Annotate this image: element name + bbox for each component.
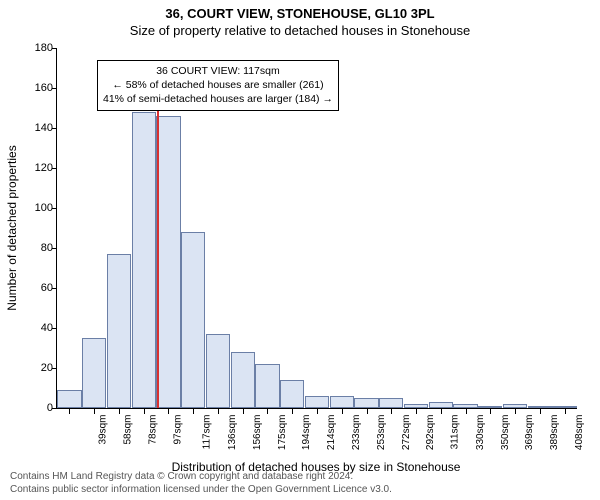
- x-tick-label: 330sqm: [475, 415, 486, 451]
- y-tick-label: 80: [23, 242, 53, 254]
- x-tick-label: 272sqm: [401, 415, 412, 451]
- y-tick-mark: [52, 408, 57, 409]
- annotation-box: 36 COURT VIEW: 117sqm← 58% of detached h…: [97, 60, 339, 111]
- plot-region: 02040608010012014016018039sqm58sqm78sqm9…: [56, 48, 577, 409]
- histogram-bar: [255, 364, 279, 408]
- y-tick-label: 140: [23, 122, 53, 134]
- y-tick-mark: [52, 88, 57, 89]
- x-tick-mark: [144, 409, 145, 414]
- footer-line2: Contains public sector information licen…: [10, 483, 392, 496]
- x-tick-mark: [416, 409, 417, 414]
- x-tick-mark: [119, 409, 120, 414]
- histogram-bar: [528, 406, 552, 408]
- x-tick-mark: [441, 409, 442, 414]
- x-tick-label: 156sqm: [252, 415, 263, 451]
- x-tick-label: 39sqm: [98, 415, 109, 445]
- x-tick-mark: [391, 409, 392, 414]
- y-tick-label: 100: [23, 202, 53, 214]
- x-tick-mark: [168, 409, 169, 414]
- annotation-line: 36 COURT VIEW: 117sqm: [103, 64, 333, 78]
- x-tick-label: 214sqm: [326, 415, 337, 451]
- histogram-bar: [206, 334, 230, 408]
- histogram-bar: [453, 404, 477, 408]
- x-tick-label: 408sqm: [574, 415, 585, 451]
- histogram-bar: [503, 404, 527, 408]
- histogram-bar: [156, 116, 180, 408]
- x-tick-label: 292sqm: [425, 415, 436, 451]
- histogram-bar: [404, 404, 428, 408]
- x-tick-mark: [94, 409, 95, 414]
- y-tick-label: 160: [23, 82, 53, 94]
- chart-area: 02040608010012014016018039sqm58sqm78sqm9…: [56, 48, 576, 408]
- histogram-bar: [478, 406, 502, 408]
- y-tick-label: 120: [23, 162, 53, 174]
- y-tick-mark: [52, 248, 57, 249]
- x-tick-label: 58sqm: [123, 415, 134, 445]
- x-tick-mark: [218, 409, 219, 414]
- annotation-line: ← 58% of detached houses are smaller (26…: [103, 78, 333, 92]
- x-tick-mark: [292, 409, 293, 414]
- histogram-bar: [429, 402, 453, 408]
- x-tick-label: 136sqm: [227, 415, 238, 451]
- x-tick-label: 233sqm: [351, 415, 362, 451]
- x-tick-mark: [342, 409, 343, 414]
- chart-title-address: 36, COURT VIEW, STONEHOUSE, GL10 3PL: [0, 0, 600, 21]
- histogram-bar: [82, 338, 106, 408]
- x-tick-mark: [565, 409, 566, 414]
- x-tick-label: 311sqm: [449, 415, 460, 450]
- footer-line1: Contains HM Land Registry data © Crown c…: [10, 470, 392, 483]
- annotation-line: 41% of semi-detached houses are larger (…: [103, 92, 333, 106]
- x-tick-label: 389sqm: [549, 415, 560, 451]
- y-tick-mark: [52, 368, 57, 369]
- y-tick-mark: [52, 48, 57, 49]
- chart-title-sub: Size of property relative to detached ho…: [0, 21, 600, 42]
- x-tick-mark: [367, 409, 368, 414]
- histogram-bar: [305, 396, 329, 408]
- histogram-bar: [280, 380, 304, 408]
- x-tick-label: 369sqm: [524, 415, 535, 451]
- y-tick-mark: [52, 128, 57, 129]
- y-tick-mark: [52, 208, 57, 209]
- y-tick-label: 40: [23, 322, 53, 334]
- histogram-bar: [57, 390, 81, 408]
- x-tick-mark: [466, 409, 467, 414]
- x-tick-label: 253sqm: [376, 415, 387, 451]
- property-marker-line: [157, 98, 159, 408]
- histogram-bar: [330, 396, 354, 408]
- x-tick-label: 350sqm: [500, 415, 511, 451]
- y-tick-label: 60: [23, 282, 53, 294]
- histogram-bar: [354, 398, 378, 408]
- x-tick-mark: [69, 409, 70, 414]
- histogram-bar: [552, 406, 576, 408]
- x-tick-label: 175sqm: [277, 415, 288, 451]
- x-tick-mark: [490, 409, 491, 414]
- y-tick-mark: [52, 328, 57, 329]
- y-tick-label: 0: [23, 402, 53, 414]
- y-tick-label: 180: [23, 42, 53, 54]
- y-tick-mark: [52, 288, 57, 289]
- footer-attribution: Contains HM Land Registry data © Crown c…: [10, 470, 392, 496]
- x-tick-mark: [267, 409, 268, 414]
- histogram-bar: [231, 352, 255, 408]
- histogram-bar: [107, 254, 131, 408]
- x-tick-mark: [515, 409, 516, 414]
- histogram-bar: [181, 232, 205, 408]
- histogram-bar: [379, 398, 403, 408]
- y-axis-label: Number of detached properties: [5, 145, 19, 310]
- histogram-bar: [132, 112, 156, 408]
- x-tick-label: 97sqm: [172, 415, 183, 445]
- x-tick-mark: [540, 409, 541, 414]
- x-tick-mark: [317, 409, 318, 414]
- x-tick-mark: [193, 409, 194, 414]
- y-tick-mark: [52, 168, 57, 169]
- x-tick-label: 78sqm: [147, 415, 158, 445]
- y-tick-label: 20: [23, 362, 53, 374]
- x-tick-label: 117sqm: [202, 415, 213, 450]
- x-tick-label: 194sqm: [302, 415, 313, 451]
- x-tick-mark: [243, 409, 244, 414]
